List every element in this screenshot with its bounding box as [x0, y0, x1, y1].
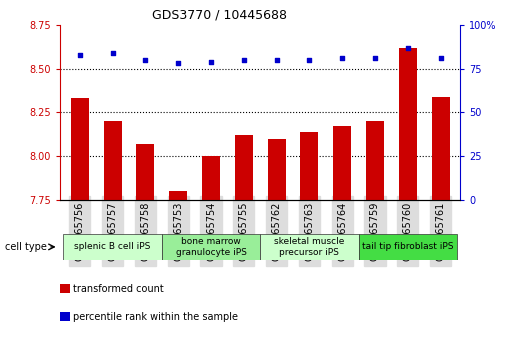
Bar — [71, 98, 89, 200]
Point — [240, 57, 248, 63]
Bar — [104, 121, 122, 200]
Bar — [268, 139, 286, 200]
FancyBboxPatch shape — [260, 234, 359, 260]
Point — [108, 50, 117, 56]
Bar — [399, 47, 417, 200]
Bar — [333, 126, 351, 200]
Text: skeletal muscle
precursor iPS: skeletal muscle precursor iPS — [274, 237, 345, 257]
Text: splenic B cell iPS: splenic B cell iPS — [74, 242, 151, 251]
Bar — [202, 156, 220, 200]
Point — [436, 55, 445, 61]
Text: cell type: cell type — [5, 242, 47, 252]
Bar — [366, 121, 384, 200]
Text: percentile rank within the sample: percentile rank within the sample — [73, 312, 238, 322]
Point — [371, 55, 379, 61]
Bar — [169, 191, 187, 200]
Point — [141, 57, 150, 63]
FancyBboxPatch shape — [63, 234, 162, 260]
Bar — [235, 135, 253, 200]
Bar — [137, 144, 154, 200]
Point — [272, 57, 281, 63]
Text: transformed count: transformed count — [73, 284, 164, 293]
Point — [207, 59, 215, 64]
Bar — [431, 97, 450, 200]
Point — [305, 57, 314, 63]
Point — [404, 45, 412, 50]
Point — [76, 52, 84, 57]
Text: bone marrow
granulocyte iPS: bone marrow granulocyte iPS — [176, 237, 246, 257]
Point — [174, 61, 183, 66]
FancyBboxPatch shape — [359, 234, 457, 260]
Point — [338, 55, 346, 61]
FancyBboxPatch shape — [162, 234, 260, 260]
Bar — [300, 132, 319, 200]
Text: GDS3770 / 10445688: GDS3770 / 10445688 — [152, 9, 287, 22]
Text: tail tip fibroblast iPS: tail tip fibroblast iPS — [362, 242, 453, 251]
